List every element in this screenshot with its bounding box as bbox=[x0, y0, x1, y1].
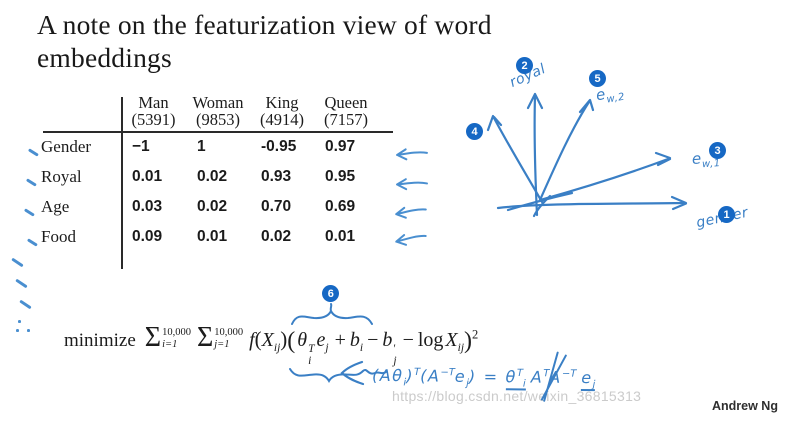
e-w2-arrow bbox=[538, 98, 595, 202]
cell-value: 0.97 bbox=[325, 138, 356, 155]
badge-3: 3 bbox=[709, 142, 726, 159]
gender-axis-arrow bbox=[496, 201, 686, 210]
minimize-label: minimize bbox=[64, 330, 136, 351]
badge-2: 2 bbox=[516, 57, 533, 74]
pen-dash-icon bbox=[11, 257, 24, 268]
row-label: Age bbox=[41, 197, 70, 216]
column-header-king: King (4914) bbox=[260, 93, 304, 130]
badge-6: 6 bbox=[322, 285, 340, 302]
pen-dash-icon bbox=[15, 278, 28, 289]
cell-value: 1 bbox=[197, 138, 206, 155]
left-arrow-icon bbox=[395, 206, 427, 219]
overbrace-icon bbox=[291, 303, 374, 325]
pen-dot-icon bbox=[16, 329, 19, 332]
cell-value: 0.02 bbox=[261, 228, 292, 245]
e-w1-arrow bbox=[538, 151, 672, 202]
table-vertical-rule bbox=[121, 97, 123, 269]
cell-value: 0.95 bbox=[325, 168, 356, 185]
title-line2: embeddings bbox=[37, 42, 172, 73]
badge-4: 4 bbox=[466, 123, 483, 140]
column-header-man: Man (5391) bbox=[131, 93, 176, 130]
header-spacer bbox=[35, 92, 121, 132]
row-label: Gender bbox=[41, 137, 92, 156]
origin-scribble bbox=[506, 191, 574, 212]
page-title: A note on the featurization view of word… bbox=[37, 8, 492, 74]
left-arrow-icon bbox=[396, 148, 428, 161]
cell-value: 0.70 bbox=[261, 198, 292, 215]
left-arrow-icon bbox=[395, 234, 427, 246]
cell-value: 0.93 bbox=[261, 168, 292, 185]
title-line1: A note on the featurization view of word bbox=[37, 9, 492, 40]
table-row-royal: Royal 0.01 0.02 0.93 0.95 bbox=[35, 162, 395, 192]
column-header-woman: Woman (9853) bbox=[192, 93, 244, 130]
cell-value: 0.09 bbox=[132, 228, 163, 245]
underlined-ej: ej bbox=[581, 368, 596, 392]
badge-1: 1 bbox=[718, 206, 735, 223]
table-header-row: Man (5391) Woman (9853) King (4914) Queen (7… bbox=[35, 92, 395, 132]
cell-value: 0.01 bbox=[325, 228, 356, 245]
cell-value: -0.95 bbox=[261, 138, 297, 155]
cell-value: −1 bbox=[132, 138, 150, 155]
badge-5: 5 bbox=[589, 70, 606, 87]
cell-value: 0.69 bbox=[325, 198, 356, 215]
cell-value: 0.01 bbox=[197, 228, 228, 245]
weight-function: f bbox=[249, 329, 255, 351]
sum-over-i: Σ 10,000 i=1 bbox=[144, 322, 191, 353]
handwritten-derivation: (Aθi)T(A−Tej) = θTi ATA−T ej bbox=[371, 365, 596, 392]
author-credit: Andrew Ng bbox=[712, 399, 778, 413]
pen-dash-icon bbox=[19, 299, 32, 310]
sum-over-j: Σ 10,000 j=1 bbox=[196, 322, 244, 353]
left-arrow-icon bbox=[396, 178, 428, 191]
row-label: Royal bbox=[41, 167, 82, 186]
row-label: Food bbox=[41, 227, 76, 246]
pen-dot-icon bbox=[18, 320, 21, 323]
cell-value: 0.02 bbox=[197, 168, 228, 185]
table-row-food: Food 0.09 0.01 0.02 0.01 bbox=[35, 222, 395, 252]
embedding-vectors-diagram bbox=[486, 92, 688, 218]
cell-value: 0.01 bbox=[132, 168, 163, 185]
feature-table: Man (5391) Woman (9853) King (4914) Queen (7… bbox=[35, 92, 395, 269]
pen-tick-icon bbox=[24, 208, 35, 217]
table-row-age: Age 0.03 0.02 0.70 0.69 bbox=[35, 192, 395, 222]
origin-scribble bbox=[532, 194, 552, 218]
underlined-theta: θTi bbox=[505, 367, 526, 391]
pen-dot-icon bbox=[27, 329, 30, 332]
cancelled-terms: ATA−T bbox=[530, 367, 577, 387]
vector4-arrow bbox=[486, 114, 544, 204]
underbrace-icon bbox=[289, 368, 388, 384]
watermark: https://blog.csdn.net/weixin_36815313 bbox=[392, 388, 642, 404]
cell-value: 0.02 bbox=[197, 198, 228, 215]
table-horizontal-rule bbox=[43, 131, 393, 133]
pen-angle-connector-icon bbox=[340, 360, 365, 386]
column-header-queen: Queen (7157) bbox=[324, 93, 368, 130]
table-row-gender: Gender −1 1 -0.95 0.97 bbox=[35, 132, 395, 162]
cell-value: 0.03 bbox=[132, 198, 163, 215]
